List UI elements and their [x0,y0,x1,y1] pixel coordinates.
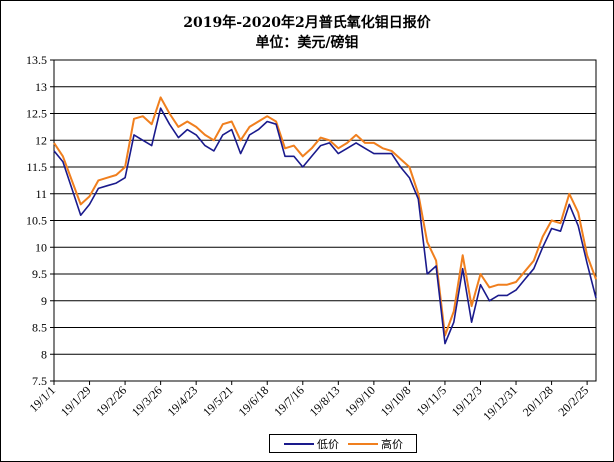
x-tick-label: 19/5/21 [200,383,236,419]
legend-swatch-high [348,442,378,445]
y-tick-label: 9 [41,294,47,308]
legend-item-low: 低价 [284,436,339,451]
x-tick-label: 19/1/29 [58,383,94,419]
chart-subtitle: 单位：美元/磅钼 [255,35,359,51]
y-tick-label: 7.5 [32,374,47,388]
y-tick-label: 11.5 [26,160,47,174]
y-tick-label: 10.5 [26,214,47,228]
legend-label-low: 低价 [317,437,339,451]
legend-label-high: 高价 [381,437,403,451]
x-tick-label: 19/8/13 [307,383,343,419]
x-tick-label: 19/4/23 [164,383,200,419]
x-tick-label: 19/3/26 [129,383,165,419]
x-tick-label: 19/10/8 [378,383,414,419]
y-tick-label: 8 [41,347,47,361]
y-tick-label: 12.5 [26,107,47,121]
y-tick-label: 13.5 [26,53,47,67]
x-tick-label: 19/7/16 [271,383,307,419]
x-tick-label: 20/1/28 [520,383,556,419]
x-tick-label: 20/2/25 [555,383,591,419]
x-tick-label: 19/11/5 [414,383,450,419]
series-line-low [53,107,597,345]
x-tick-label: 19/12/31 [480,383,520,423]
x-tick-label: 19/9/10 [342,383,378,419]
legend-item-high: 高价 [348,436,403,451]
y-tick-label: 11 [35,187,47,201]
y-tick-label: 9.5 [32,267,47,281]
y-tick-label: 12 [35,133,47,147]
x-tick-label: 19/2/26 [93,383,129,419]
y-tick-label: 10 [35,240,47,254]
series-line-high [53,96,597,337]
x-tick-label: 19/6/18 [236,383,272,419]
y-tick-label: 13 [35,80,47,94]
legend: 低价 高价 [269,434,417,453]
chart-title: 2019年-2020年2月普氏氧化钼日报价 [183,15,431,31]
y-tick-label: 8.5 [32,321,47,335]
legend-swatch-low [284,442,314,445]
